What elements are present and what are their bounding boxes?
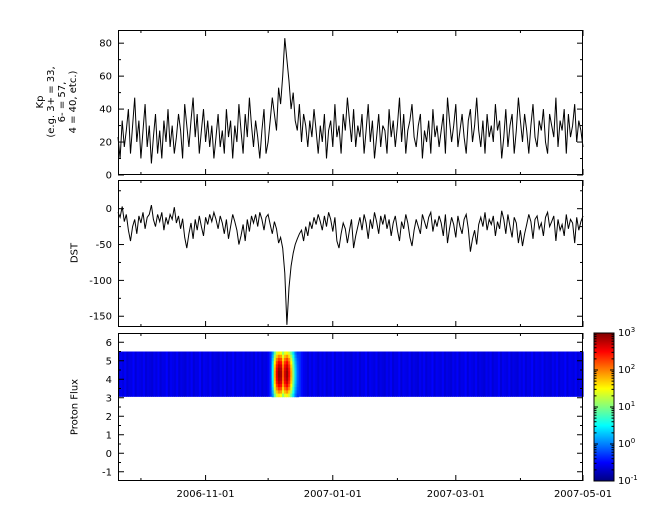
colorbar-tick-label: 103 <box>618 326 635 339</box>
y-tick-label: 20 <box>99 138 112 149</box>
colorbar-tick-label: 101 <box>618 400 635 413</box>
colorbar-tick-label: 102 <box>618 363 635 376</box>
colorbar-tick-label: 10-1 <box>618 474 638 487</box>
y-tick-label: 40 <box>99 105 112 116</box>
dst-index-line <box>117 204 584 325</box>
x-tick-label: 2007-05-01 <box>554 489 612 500</box>
dst-axis-label: DST <box>69 242 81 264</box>
x-tick-label: 2006-11-01 <box>177 489 235 500</box>
x-tick-label: 2007-03-01 <box>427 489 485 500</box>
y-tick-label: 0 <box>106 204 112 215</box>
y-tick-label: 4 <box>106 375 112 386</box>
colorbar-tick-label: 100 <box>618 437 635 450</box>
panel-frame <box>118 333 583 481</box>
y-tick-label: 3 <box>106 393 112 404</box>
colorbar: 103 102 101 100 10-1 <box>593 326 638 487</box>
kp-axis-label-line: 6- = 57, <box>57 81 68 123</box>
y-tick-label: -50 <box>96 240 112 251</box>
kp-axis-label-line: (e.g. 3+ = 33, <box>46 66 57 138</box>
y-tick-label: 80 <box>99 39 112 50</box>
y-tick-label: 1 <box>106 430 112 441</box>
y-tick-label: -150 <box>89 312 112 323</box>
y-tick-label: 6 <box>106 338 112 349</box>
kp-index-line <box>117 38 584 164</box>
y-tick-label: 2 <box>106 412 112 423</box>
kp-axis-label: Kp (e.g. 3+ = 33, 6- = 57, 4 = 40, etc.) <box>35 66 79 137</box>
x-tick-label: 2007-01-01 <box>304 489 362 500</box>
y-tick-label: -100 <box>89 276 112 287</box>
kp-index-panel: 0 20 40 60 80 <box>99 30 584 182</box>
kp-axis-label-line: 4 = 40, etc.) <box>68 70 79 134</box>
y-tick-label: 0 <box>106 171 112 182</box>
proton-flux-axis-label: Proton Flux <box>69 378 81 436</box>
kp-axis-label-line: Kp <box>35 95 46 109</box>
panel-frame <box>118 30 583 175</box>
y-tick-label: 0 <box>106 449 112 460</box>
proton-flux-panel: -1 0 1 2 3 4 5 6 2006-11-01 2007-01-01 2007-03-01 2… <box>102 333 612 500</box>
y-tick-label: 5 <box>106 356 112 367</box>
y-tick-label: -1 <box>102 467 112 478</box>
y-tick-label: 60 <box>99 72 112 83</box>
panel-frame <box>118 180 583 327</box>
dst-index-panel: 0 -50 -100 -150 <box>89 180 584 327</box>
proton-flux-heatmap <box>118 351 584 398</box>
